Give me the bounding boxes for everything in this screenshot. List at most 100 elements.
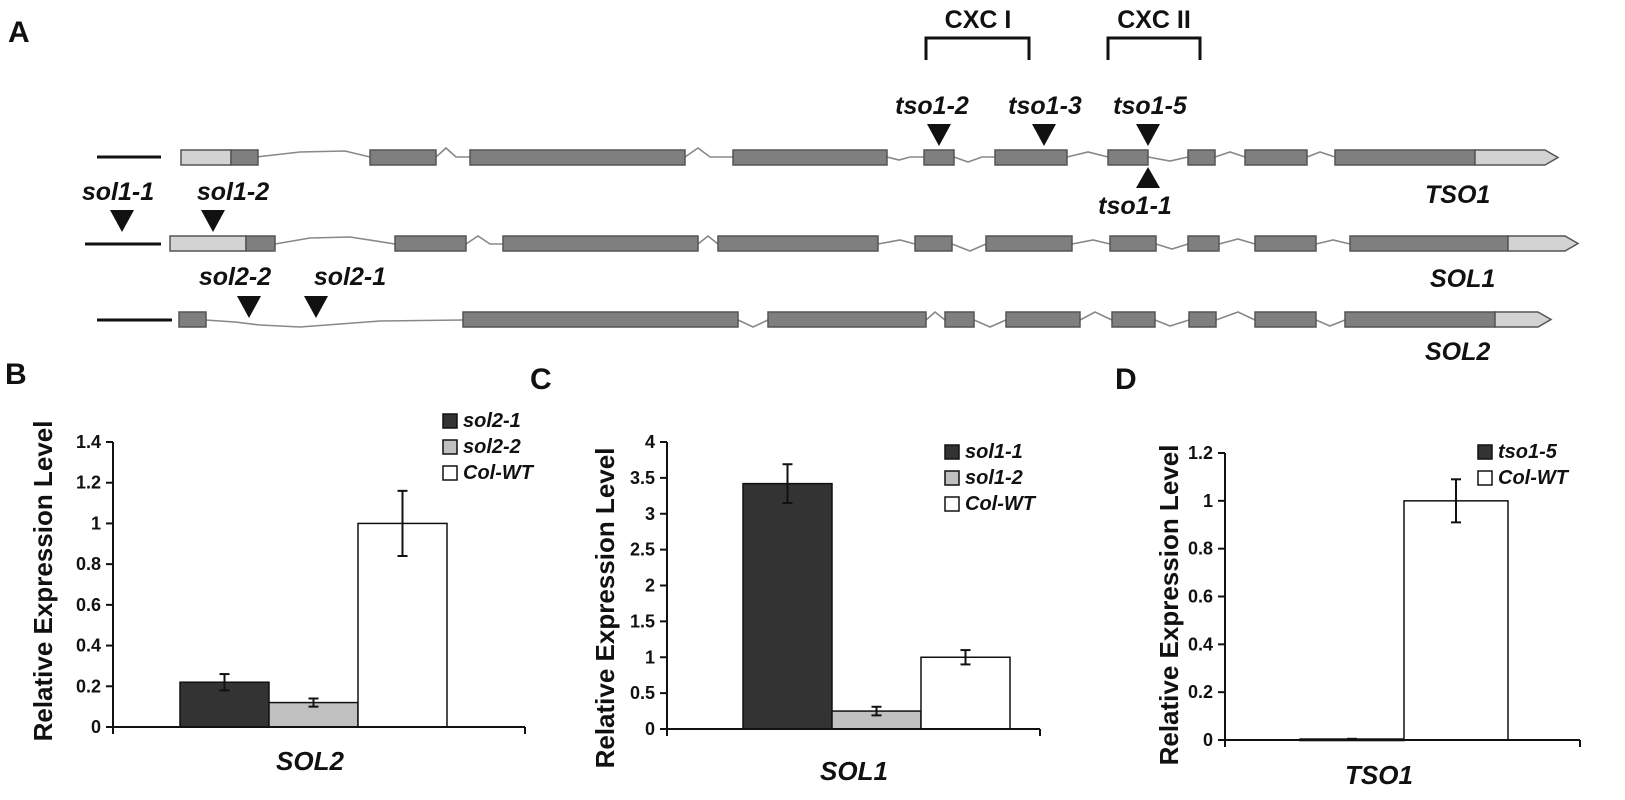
y-tick-label: 0.6 <box>76 595 101 615</box>
y-tick-label: 2 <box>645 576 655 596</box>
allele-tso1-5: tso1-5 <box>1113 92 1188 120</box>
error-bar-Col-WT <box>397 489 408 557</box>
y-tick-label: 0 <box>645 719 655 739</box>
y-tick-label: 3.5 <box>630 468 655 488</box>
panel-b-label: B <box>5 358 27 391</box>
y-tick-label: 0.4 <box>1188 634 1213 654</box>
y-axis-ticks: 0 0.2 0.4 0.6 0.8 1 1.2 1.4 <box>76 432 113 737</box>
y-tick-label: 0.6 <box>1188 587 1213 607</box>
y-tick-label: 1.2 <box>1188 443 1213 463</box>
panel-a-gene-diagram: A CXC I CXC II tso1-2 tso1-3 tso1-5 tso1… <box>8 6 1580 366</box>
x-axis-label: TSO1 <box>1345 760 1413 790</box>
legend-swatch-Col-WT <box>1477 470 1493 486</box>
gene-name-sol2: SOL2 <box>1425 338 1490 366</box>
cxc-ii-bracket <box>1106 36 1202 60</box>
bar-Col-WT <box>920 656 1011 730</box>
legend-swatch-sol2-2 <box>442 439 458 455</box>
panel-c-label: C <box>530 363 552 396</box>
legend-label-Col-WT: Col-WT <box>965 493 1037 515</box>
cxc-ii-label: CXC II <box>1117 6 1191 34</box>
allele-sol1-1: sol1-1 <box>82 178 154 206</box>
y-tick-label: 2.5 <box>630 540 655 560</box>
error-bar-Col-WT <box>960 649 971 666</box>
allele-sol1-2: sol1-2 <box>197 178 269 206</box>
allele-sol2-1: sol2-1 <box>314 263 386 291</box>
error-bar-sol1-2 <box>871 705 882 717</box>
arrowhead-sol2-1 <box>304 296 328 318</box>
gene-model-tso1 <box>97 146 1560 166</box>
legend: sol1-1 sol1-2 Col-WT <box>944 441 1037 515</box>
gene-model-sol2 <box>97 310 1553 328</box>
y-tick-label: 1.2 <box>76 473 101 493</box>
y-tick-label: 0.2 <box>76 676 101 696</box>
legend-swatch-sol1-1 <box>944 444 960 460</box>
y-tick-label: 1 <box>645 647 655 667</box>
error-bar-sol2-2 <box>308 697 319 708</box>
arrowhead-tso1-5 <box>1136 124 1160 146</box>
y-axis-label: Relative Expression Level <box>590 448 620 769</box>
allele-tso1-2: tso1-2 <box>895 92 969 120</box>
legend-swatch-tso1-5 <box>1477 444 1493 460</box>
axes <box>661 442 1041 736</box>
legend-label-sol2-2: sol2-2 <box>463 436 521 458</box>
panel-a-label: A <box>8 16 30 49</box>
chart-panel-c: C 0 0.5 1 1.5 2 2.5 3 3.5 4 Relative Expression … <box>530 363 1041 786</box>
arrowhead-sol2-2 <box>237 296 261 318</box>
y-axis-ticks: 0 0.2 0.4 0.6 0.8 1 1.2 <box>1188 443 1225 750</box>
x-axis-label: SOL1 <box>820 756 888 786</box>
y-tick-label: 1 <box>1203 491 1213 511</box>
allele-tso1-3: tso1-3 <box>1008 92 1082 120</box>
y-axis-ticks: 0 0.5 1 1.5 2 2.5 3 3.5 4 <box>630 432 667 739</box>
allele-tso1-1: tso1-1 <box>1098 192 1172 220</box>
y-tick-label: 0.2 <box>1188 682 1213 702</box>
y-tick-label: 0 <box>91 717 101 737</box>
legend-label-sol2-1: sol2-1 <box>463 410 521 432</box>
bar-group <box>1299 500 1509 742</box>
axes <box>107 442 526 734</box>
error-bar-sol2-1 <box>219 673 230 692</box>
arrowhead-tso1-1 <box>1136 167 1160 188</box>
legend-label-tso1-5: tso1-5 <box>1498 441 1558 463</box>
cxc-i-bracket <box>924 36 1031 60</box>
y-tick-label: 1.4 <box>76 432 101 452</box>
bar-group <box>742 482 1011 730</box>
x-axis-label: SOL2 <box>276 746 344 776</box>
chart-panel-d: D 0 0.2 0.4 0.6 0.8 1 1.2 Relative Expression … <box>1115 363 1581 790</box>
y-tick-label: 3 <box>645 504 655 524</box>
legend-swatch-Col-WT <box>442 465 458 481</box>
y-tick-label: 0.8 <box>76 554 101 574</box>
error-bar-Col-WT <box>1451 478 1461 524</box>
cxc-i-label: CXC I <box>945 6 1012 34</box>
legend-label-Col-WT: Col-WT <box>1498 467 1570 489</box>
arrowhead-tso1-3 <box>1032 124 1056 146</box>
y-axis-label: Relative Expression Level <box>28 421 58 742</box>
arrowhead-tso1-2 <box>927 124 951 146</box>
allele-sol2-2: sol2-2 <box>199 263 271 291</box>
y-tick-label: 0.8 <box>1188 539 1213 559</box>
legend: tso1-5 Col-WT <box>1477 441 1570 489</box>
chart-panel-b: B 0 0.2 0.4 0.6 0.8 1 1.2 1.4 Relative Expressi… <box>5 358 535 776</box>
y-axis-label: Relative Expression Level <box>1154 445 1184 766</box>
y-tick-label: 0.4 <box>76 636 101 656</box>
y-tick-label: 1.5 <box>630 611 655 631</box>
legend-swatch-sol1-2 <box>944 470 960 486</box>
y-tick-label: 4 <box>645 432 655 452</box>
gene-name-tso1: TSO1 <box>1425 181 1490 209</box>
arrowhead-sol1-2 <box>201 210 225 232</box>
error-bar-sol1-1 <box>782 463 793 504</box>
y-tick-label: 0 <box>1203 730 1213 750</box>
legend-label-sol1-1: sol1-1 <box>965 441 1023 463</box>
bar-sol1-1 <box>742 482 833 730</box>
legend-label-sol1-2: sol1-2 <box>965 467 1023 489</box>
gene-name-sol1: SOL1 <box>1430 265 1495 293</box>
y-tick-label: 0.5 <box>630 683 655 703</box>
legend-swatch-sol2-1 <box>442 413 458 429</box>
legend: sol2-1 sol2-2 Col-WT <box>442 410 535 484</box>
legend-swatch-Col-WT <box>944 496 960 512</box>
panel-d-label: D <box>1115 363 1137 396</box>
gene-model-sol1 <box>85 234 1580 252</box>
bar-Col-WT <box>1403 500 1509 741</box>
y-tick-label: 1 <box>91 513 101 533</box>
arrowhead-sol1-1 <box>110 210 134 232</box>
